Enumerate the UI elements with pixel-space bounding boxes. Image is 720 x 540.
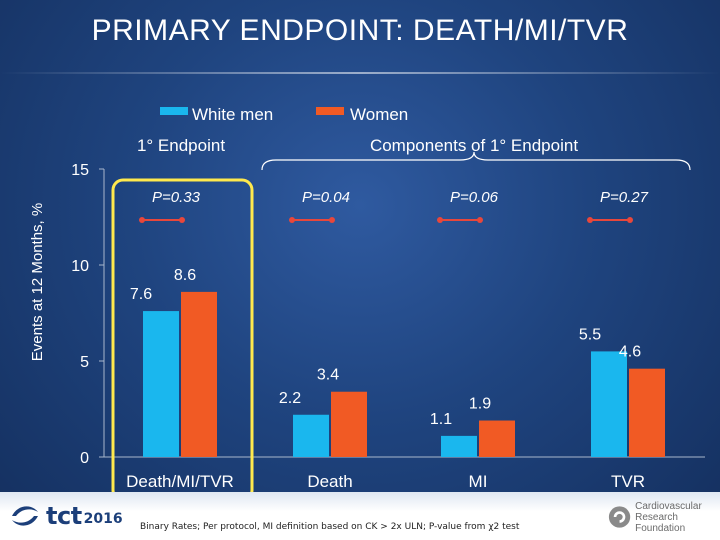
bar-chart: 0 5 10 15 Events at 12 Months, % White men Wom… <box>29 105 705 492</box>
data-label: 8.6 <box>174 267 196 284</box>
footer-band <box>0 492 720 540</box>
y-tick-label: 15 <box>71 162 89 179</box>
crf-logo-text: Cardiovascular Research Foundation <box>635 501 720 534</box>
x-category-label: TVR <box>611 472 645 491</box>
legend-swatch-white-men <box>160 107 188 115</box>
y-tick-label: 0 <box>80 450 89 467</box>
p-value-connector-dot <box>289 217 295 223</box>
p-value-connector-dot <box>179 217 185 223</box>
data-label: 3.4 <box>317 367 339 384</box>
slide-title: PRIMARY ENDPOINT: DEATH/MI/TVR <box>91 14 629 47</box>
y-axis-label: Events at 12 Months, % <box>29 203 46 361</box>
bar-white-men <box>591 351 627 457</box>
legend-label: Women <box>350 105 408 124</box>
bar-white-men <box>143 311 179 457</box>
footnote: Binary Rates; Per protocol, MI definitio… <box>140 522 520 532</box>
components-brace <box>261 151 691 171</box>
data-label: 4.6 <box>619 344 641 361</box>
y-tick-label: 5 <box>80 354 89 371</box>
data-label: 1.1 <box>430 411 452 428</box>
data-label: 1.9 <box>469 396 491 413</box>
bar-women <box>629 368 665 457</box>
components-header: Components of 1° Endpoint <box>370 136 578 155</box>
title-divider <box>0 72 720 74</box>
primary-endpoint-highlight <box>111 178 254 492</box>
p-value-connector-dot <box>329 217 335 223</box>
crf-logo-line2: Research Foundation <box>635 511 686 534</box>
bar-women <box>181 291 217 457</box>
p-value-label: P=0.27 <box>600 189 649 206</box>
p-value-connector-dot <box>139 217 145 223</box>
p-value-label: P=0.06 <box>450 189 499 206</box>
x-category-label: Death <box>307 472 352 491</box>
legend-label: White men <box>192 105 273 124</box>
tct-logo: tct 2016 <box>10 500 123 532</box>
bar-white-men <box>441 435 477 457</box>
p-value-connector-dot <box>437 217 443 223</box>
p-value-label: P=0.33 <box>152 189 201 206</box>
primary-endpoint-header: 1° Endpoint <box>137 136 225 155</box>
crf-logo-line1: Cardiovascular <box>635 500 702 512</box>
p-value-label: P=0.04 <box>302 189 350 206</box>
tct-logo-icon <box>12 506 38 526</box>
bar-white-men <box>293 414 329 457</box>
tct-logo-text: tct <box>46 502 82 530</box>
y-tick-label: 10 <box>71 258 89 275</box>
x-category-label: Death/MI/TVR <box>126 472 234 491</box>
x-category-label: MI <box>469 472 488 491</box>
p-value-connector-dot <box>477 217 483 223</box>
data-label: 5.5 <box>579 326 601 343</box>
p-value-connector-dot <box>587 217 593 223</box>
crf-logo-icon <box>608 506 631 528</box>
data-label: 7.6 <box>130 286 152 303</box>
tct-logo-year: 2016 <box>83 511 123 527</box>
p-value-connector-dot <box>627 217 633 223</box>
legend-swatch-women <box>316 107 344 115</box>
crf-logo: Cardiovascular Research Foundation <box>608 501 720 534</box>
bar-women <box>331 391 367 457</box>
data-label: 2.2 <box>279 390 301 407</box>
bar-women <box>479 420 515 457</box>
